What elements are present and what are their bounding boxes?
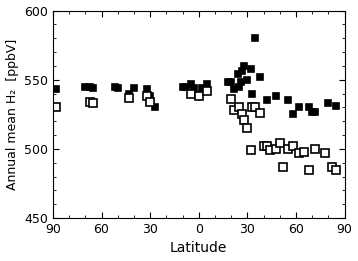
X-axis label: Latitude: Latitude	[170, 241, 227, 256]
Y-axis label: Annual mean H₂  [ppbV]: Annual mean H₂ [ppbV]	[6, 39, 19, 190]
